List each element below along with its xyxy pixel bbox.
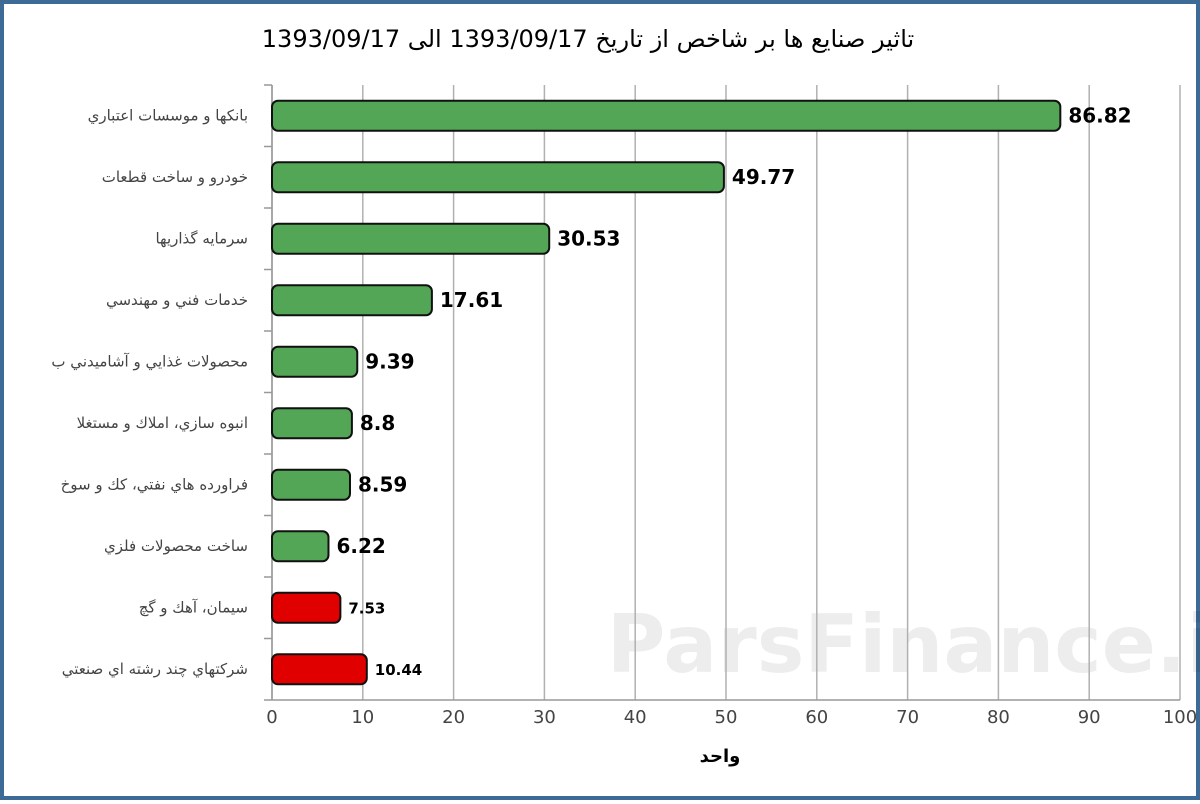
bar (271, 407, 353, 440)
y-tick-label: محصولات غذايي و آشاميدني ب (51, 352, 248, 371)
bar (271, 345, 359, 378)
bar (271, 591, 342, 624)
bar (271, 222, 551, 255)
data-label: 10.44 (375, 661, 422, 679)
bar (271, 284, 433, 317)
x-tick-label: 50 (715, 707, 738, 728)
y-tick-label: بانکها و موسسات اعتباري (88, 106, 248, 125)
x-tick-label: 90 (1078, 707, 1101, 728)
x-tick-label: 40 (624, 707, 647, 728)
data-label: 17.61 (440, 288, 503, 312)
data-label: 49.77 (732, 165, 795, 189)
y-tick-label: خودرو و ساخت قطعات (102, 168, 248, 186)
x-axis-title: واحد (700, 746, 741, 767)
x-tick-label: 100 (1163, 707, 1197, 728)
y-tick-label: سيمان، آهك و گچ (139, 598, 248, 616)
x-tick-label: 20 (442, 707, 465, 728)
x-tick-label: 0 (266, 707, 277, 728)
y-tick-label: ساخت محصولات فلزي (104, 537, 248, 556)
data-label: 86.82 (1068, 103, 1131, 127)
data-label: 7.53 (348, 599, 385, 617)
watermark: ParsFinance.ir (607, 598, 1200, 691)
y-tick-label: سرمايه گذاريها (155, 229, 248, 247)
y-tick-label: شركتهاي چند رشته اي صنعتي (62, 660, 248, 679)
bar (271, 653, 368, 686)
data-label: 8.8 (360, 411, 395, 435)
bar (271, 99, 1062, 132)
x-tick-label: 60 (805, 707, 828, 728)
y-tick-label: فراورده هاي نفتي، كك و سوخ (61, 475, 248, 494)
bar (271, 530, 330, 563)
data-label: 9.39 (365, 349, 414, 373)
chart-title: تاثیر صنایع ها بر شاخص از تاریخ 1393/09/… (262, 25, 914, 53)
bar (271, 161, 725, 194)
x-tick-label: 30 (533, 707, 556, 728)
data-label: 30.53 (557, 226, 620, 250)
data-label: 8.59 (358, 472, 407, 496)
bar (271, 468, 351, 501)
x-tick-label: 10 (351, 707, 374, 728)
y-tick-label: انبوه سازي، املاك و مستغلا (77, 414, 248, 433)
x-tick-label: 70 (896, 707, 919, 728)
x-tick-label: 80 (987, 707, 1010, 728)
data-label: 6.22 (336, 534, 385, 558)
y-tick-label: خدمات فني و مهندسي (106, 291, 248, 310)
